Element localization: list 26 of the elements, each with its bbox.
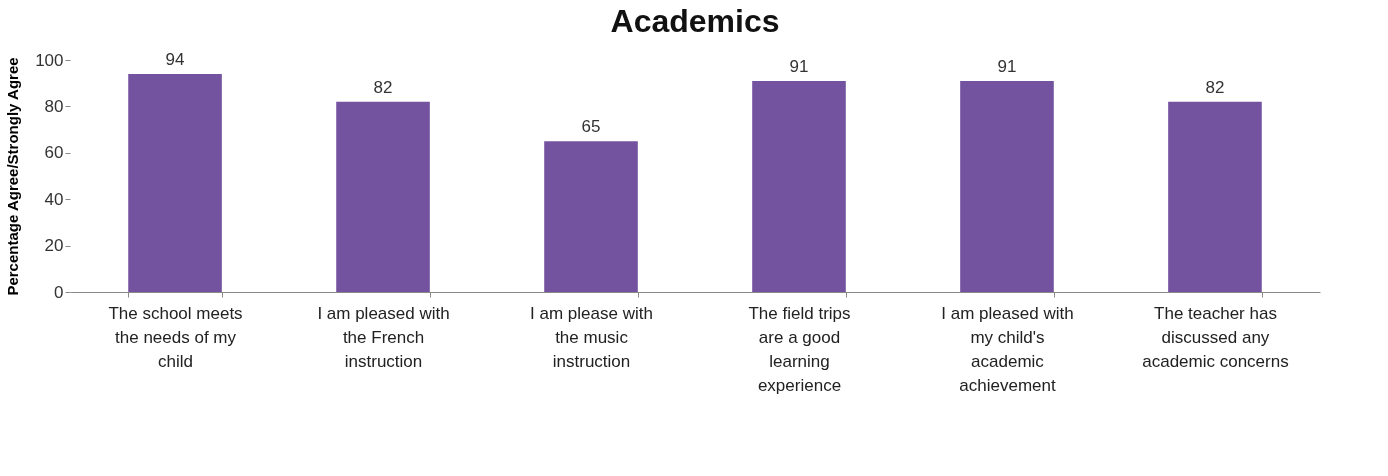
x-tick-label: I am pleased with the French instruction [317, 303, 450, 371]
y-tick-label: 80 [44, 96, 64, 116]
y-tick-label: 100 [35, 50, 64, 70]
data-label: 91 [789, 56, 809, 76]
x-tick-label: The teacher has discussed any academic concerns [1142, 303, 1289, 371]
bar [544, 141, 638, 292]
bar [1168, 101, 1262, 292]
x-tick-label: The school meets the needs of my child [108, 303, 243, 371]
data-label: 82 [373, 77, 393, 97]
data-label: 65 [581, 117, 601, 137]
data-label: 82 [1205, 77, 1225, 97]
x-tick-label: I am pleased with my child's academic achievement [941, 303, 1074, 395]
data-label: 94 [165, 49, 185, 69]
y-tick-label: 20 [44, 236, 64, 256]
bar [336, 101, 430, 292]
bar [960, 80, 1054, 292]
x-tick-label: I am please with the music instruction [530, 303, 653, 371]
x-tick-label: The field trips are a good learning experience [748, 303, 851, 395]
y-axis-title: Percentage Agree/Strongly Agree [4, 57, 22, 296]
bar [128, 73, 222, 292]
bar [752, 80, 846, 292]
y-tick-label: 0 [54, 282, 64, 302]
y-tick-label: 40 [44, 189, 64, 209]
y-tick-label: 60 [44, 143, 64, 163]
data-label: 91 [997, 56, 1017, 76]
chart-title: Academics [610, 2, 780, 39]
